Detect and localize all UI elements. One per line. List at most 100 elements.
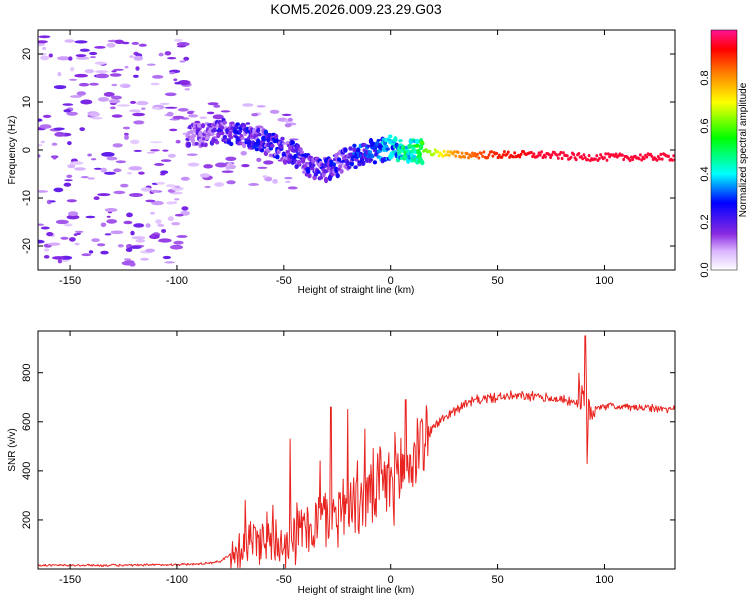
spectrogram-ridge-cell xyxy=(240,137,245,140)
spectrogram-noise-cell xyxy=(164,92,177,97)
spectrogram-ridge-cell xyxy=(500,155,504,159)
spectrogram-ytick-label: -10 xyxy=(21,190,33,206)
spectrogram-noise-cell xyxy=(96,243,106,247)
spectrogram-noise-cell xyxy=(186,153,198,156)
spectrogram-noise-cell xyxy=(106,219,118,224)
spectrogram-noise-cell xyxy=(111,83,118,87)
spectrogram-noise-cell xyxy=(150,211,155,215)
spectrogram-noise-cell xyxy=(272,179,278,184)
spectrogram-noise-cell xyxy=(203,164,214,169)
spectrogram-noise-cell xyxy=(80,176,89,179)
snr-frame xyxy=(37,330,676,570)
spectrogram-noise-cell xyxy=(215,162,228,168)
spectrogram-ridge-cell xyxy=(603,156,606,160)
spectrogram-noise-cell xyxy=(85,215,96,219)
spectrogram-ridge-cell xyxy=(465,152,469,156)
spectrogram-ridge-cell xyxy=(311,163,316,167)
spectrogram-ridge-cell xyxy=(595,154,599,158)
spectrogram-noise-cell xyxy=(38,118,43,122)
spectrogram-noise-cell xyxy=(120,183,129,188)
spectrogram-ridge-cell xyxy=(672,154,675,158)
spectrogram-noise-cell xyxy=(42,46,47,51)
spectrogram-ridge-cell xyxy=(409,149,415,154)
spectrogram-ridge-cell xyxy=(245,122,251,125)
spectrogram-noise-cell xyxy=(79,127,85,131)
spectrogram-ridge-cell xyxy=(197,122,202,128)
spectrogram-ridge-cell xyxy=(506,150,510,154)
spectrogram-ridge-cell xyxy=(549,155,552,160)
spectrogram-noise-cell xyxy=(129,109,141,113)
spectrogram-noise-cell xyxy=(100,167,107,173)
spectrogram-noise-cell xyxy=(164,261,176,264)
spectrogram-noise-cell xyxy=(263,160,274,165)
spectrogram-noise-cell xyxy=(78,82,90,87)
spectrogram-ridge-cell xyxy=(547,153,551,157)
spectrogram-noise-cell xyxy=(159,102,170,105)
spectrogram-noise-cell xyxy=(38,144,43,147)
spectrogram-ridge-cell xyxy=(341,156,347,161)
spectrogram-noise-cell xyxy=(127,171,133,175)
spectrogram-noise-cell xyxy=(213,104,221,108)
spectrogram-noise-cell xyxy=(186,111,194,115)
colorbar-label: Normalized spectral amplitude xyxy=(738,82,749,217)
spectrogram-ytick-label: -20 xyxy=(21,238,33,254)
spectrogram-ridge-cell xyxy=(587,154,591,158)
colorbar-tick-label: 0.4 xyxy=(699,166,711,181)
spectrogram-ridge-cell xyxy=(370,154,375,159)
spectrogram-noise-cell xyxy=(130,230,135,236)
spectrogram-noise-cell xyxy=(183,56,190,61)
spectrogram-ridge-cell xyxy=(667,154,670,158)
spectrogram-noise-cell xyxy=(199,116,207,119)
spectrogram-noise-cell xyxy=(109,73,122,77)
spectrogram-xtick-label: -100 xyxy=(166,275,188,287)
snr-ylabel: SNR (v/v) xyxy=(7,428,18,471)
spectrogram-noise-cell xyxy=(171,186,184,191)
spectrogram-noise-cell xyxy=(151,106,161,110)
spectrogram-ridge-cell xyxy=(650,154,654,158)
spectrogram-ridge-cell xyxy=(606,152,610,156)
spectrogram-ridge-cell xyxy=(637,157,641,161)
spectrogram-noise-cell xyxy=(66,214,80,220)
spectrogram-ridge-cell xyxy=(490,150,493,154)
spectrogram-noise-cell xyxy=(159,173,166,176)
spectrogram-noise-cell xyxy=(68,211,79,217)
spectrogram-noise-cell xyxy=(175,139,181,144)
spectrogram-ridge-cell xyxy=(467,156,470,160)
spectrogram-noise-cell xyxy=(172,201,177,205)
snr-xlabel: Height of straight line (km) xyxy=(298,585,415,596)
spectrogram-ridge-cell xyxy=(323,169,329,173)
spectrogram-ridge-cell xyxy=(336,157,342,162)
spectrogram-noise-cell xyxy=(70,161,84,165)
snr-ytick-label: 800 xyxy=(21,364,33,382)
spectrogram-noise-cell xyxy=(125,247,133,252)
spectrogram-noise-cell xyxy=(151,200,164,206)
spectrogram-noise-cell xyxy=(66,199,77,203)
spectrogram-noise-cell xyxy=(110,106,116,110)
spectrogram-noise-cell xyxy=(113,68,124,71)
spectrogram-ridge-cell xyxy=(227,130,233,135)
spectrogram-noise-cell xyxy=(75,56,90,60)
spectrogram-ridge-cell xyxy=(473,152,477,156)
spectrogram-ridge-cell xyxy=(309,167,315,171)
spectrogram-xtick-label: -150 xyxy=(59,275,81,287)
spectrogram-ridge-cell xyxy=(655,158,659,162)
spectrogram-noise-cell xyxy=(60,236,69,240)
spectrogram-ridge-cell xyxy=(270,143,275,148)
snr-ytick-label: 400 xyxy=(21,462,33,480)
spectrogram-noise-cell xyxy=(97,97,110,102)
spectrogram-ridge-cell xyxy=(415,138,420,145)
spectrogram-ridge-cell xyxy=(316,170,321,174)
spectrogram-ridge-cell xyxy=(273,133,279,139)
spectrogram-ridge-cell xyxy=(331,162,336,166)
spectrogram-ridge-cell xyxy=(538,153,542,157)
spectrogram-ridge-cell xyxy=(531,154,534,159)
spectrogram-noise-cell xyxy=(167,57,177,60)
spectrogram-noise-cell xyxy=(179,60,186,63)
spectrogram-ridge-cell xyxy=(544,155,547,159)
spectrogram-ridge-cell xyxy=(453,150,456,154)
spectrogram-ridge-cell xyxy=(536,154,540,158)
spectrogram-noise-cell xyxy=(287,186,298,190)
spectrogram-noise-cell xyxy=(52,155,57,160)
spectrogram-ridge-cell xyxy=(479,151,483,156)
spectrogram-noise-cell xyxy=(57,72,62,77)
